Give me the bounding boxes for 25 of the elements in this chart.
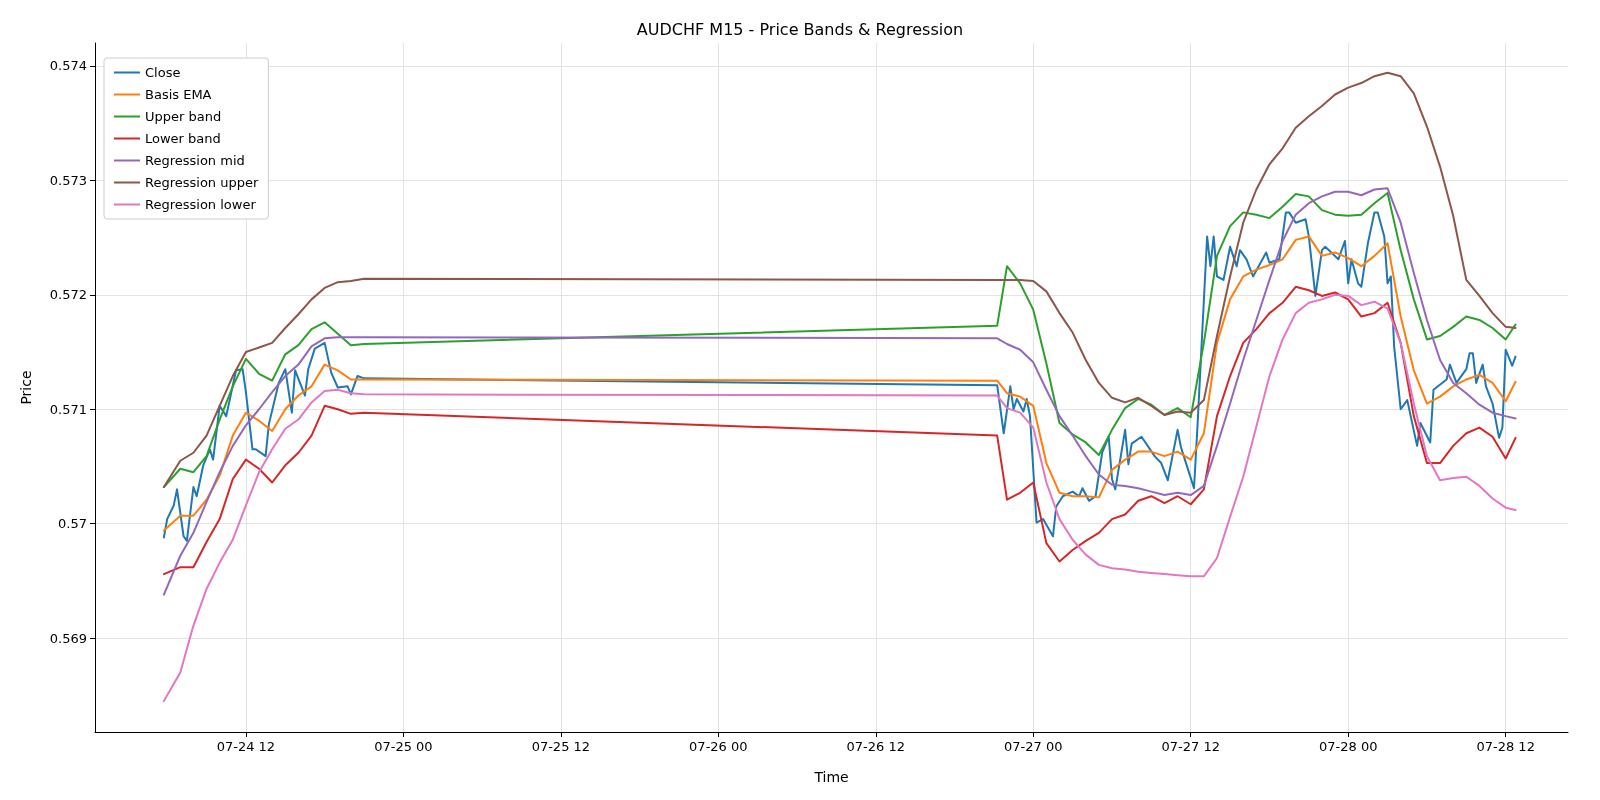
y-tick-label: 0.573	[49, 172, 87, 188]
legend-label: Regression mid	[145, 153, 245, 168]
x-tick-label: 07-27 00	[1004, 739, 1063, 754]
y-tick-label: 0.569	[49, 630, 87, 646]
y-axis-title: Price	[18, 370, 34, 405]
x-tick-label: 07-26 12	[846, 739, 906, 754]
x-tick-label: 07-26 00	[689, 739, 748, 754]
x-tick-label: 07-24 12	[216, 739, 276, 754]
y-tick-label: 0.571	[49, 401, 87, 417]
chart-title: AUDCHF M15 - Price Bands & Regression	[636, 19, 964, 39]
x-tick-label: 07-28 12	[1476, 739, 1535, 754]
y-tick-label: 0.57	[58, 516, 87, 532]
x-tick-label: 07-25 00	[374, 739, 433, 754]
legend-label: Upper band	[145, 109, 222, 124]
x-tick-label: 07-25 12	[531, 739, 591, 754]
legend-label: Basis EMA	[145, 87, 212, 102]
x-axis-title: Time	[813, 769, 849, 785]
x-tick-label: 07-28 00	[1318, 739, 1378, 754]
x-tick-label: 07-27 12	[1161, 739, 1220, 754]
legend-label: Lower band	[145, 131, 221, 146]
y-tick-label: 0.574	[49, 58, 87, 74]
legend-label: Regression upper	[145, 175, 259, 190]
legend-label: Regression lower	[145, 197, 257, 212]
y-tick-label: 0.572	[49, 287, 87, 303]
legend-label: Close	[145, 65, 181, 80]
